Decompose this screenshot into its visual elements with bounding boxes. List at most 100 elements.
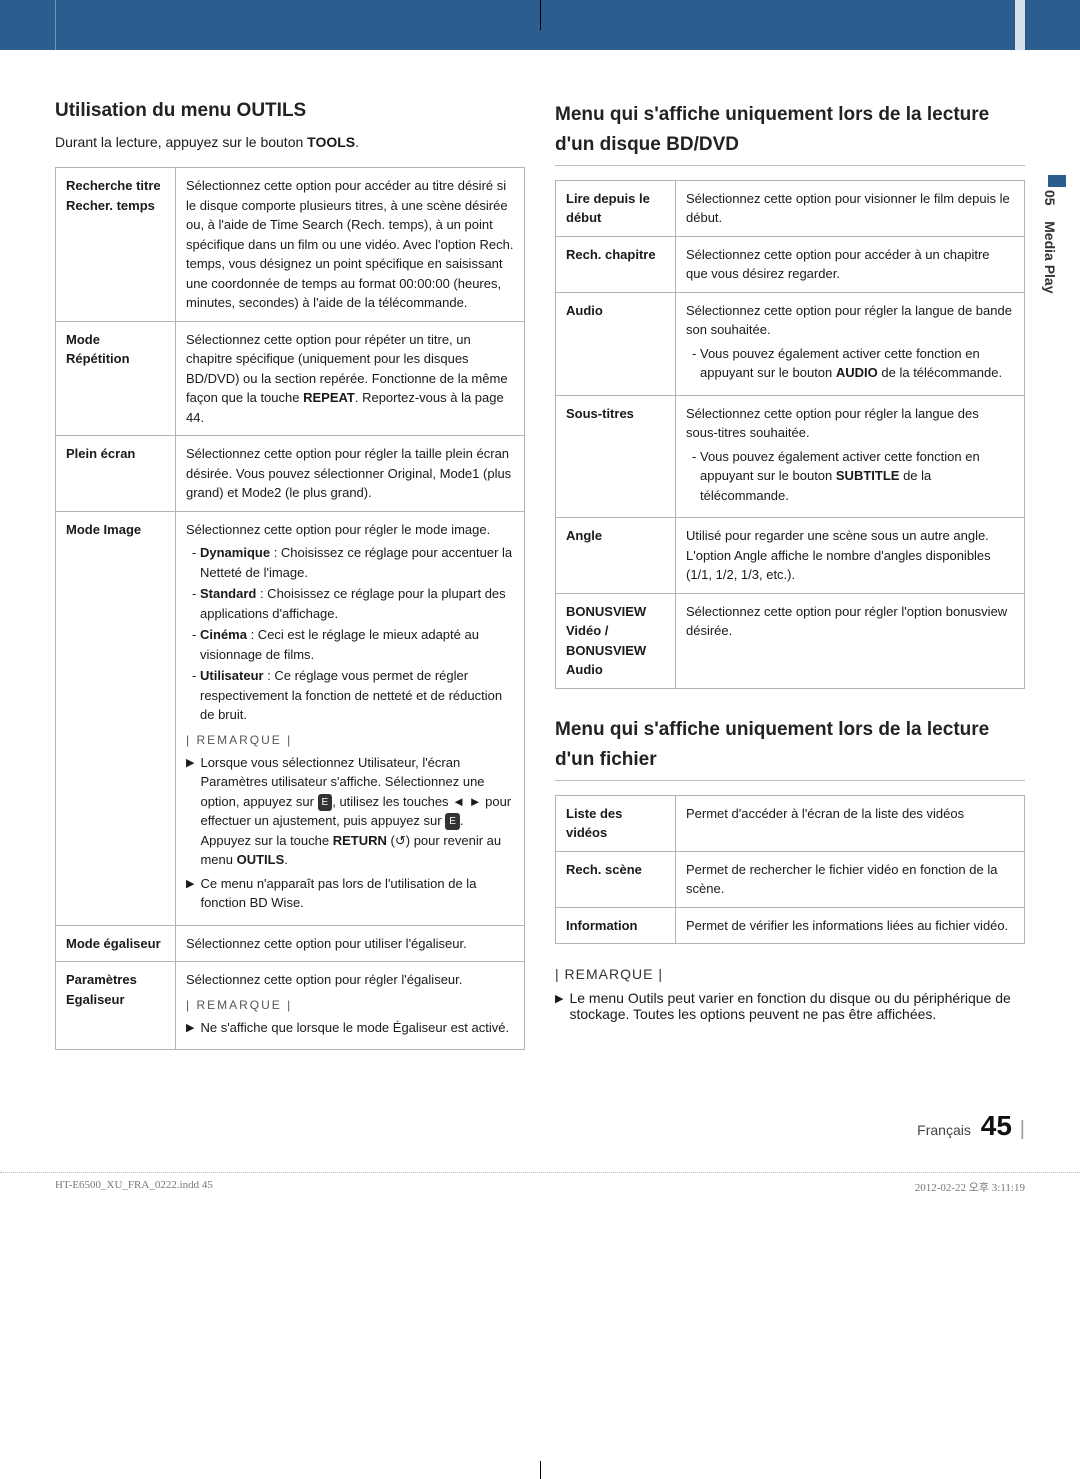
- list-item: Dynamique : Choisissez ce réglage pour a…: [200, 543, 514, 582]
- row-label: BONUSVIEW Vidéo / BONUSVIEW Audio: [556, 593, 676, 688]
- row-label: Plein écran: [56, 436, 176, 512]
- crop-mark-icon: [540, 0, 541, 30]
- imprint-file: HT-E6500_XU_FRA_0222.indd 45: [55, 1179, 213, 1195]
- list-item: Cinéma : Ceci est le réglage le mieux ad…: [200, 625, 514, 664]
- row-label: Mode Répétition: [56, 321, 176, 436]
- note-item: ▶ Lorsque vous sélectionnez Utilisateur,…: [186, 753, 514, 870]
- bullet-icon: ▶: [186, 876, 194, 913]
- row-label: Sous-titres: [556, 395, 676, 518]
- option-list: Dynamique : Choisissez ce réglage pour a…: [186, 543, 514, 725]
- table-row: Paramètres Egaliseur Sélectionnez cette …: [56, 962, 525, 1050]
- table-row: Information Permet de vérifier les infor…: [556, 907, 1025, 944]
- note-item: ▶ Ne s'affiche que lorsque le mode Égali…: [186, 1018, 514, 1038]
- text: Durant la lecture, appuyez sur le bouton: [55, 134, 307, 150]
- text: Sélectionnez cette option pour régler le…: [186, 520, 514, 540]
- table-row: Liste des vidéos Permet d'accéder à l'éc…: [556, 795, 1025, 851]
- row-label: Paramètres Egaliseur: [56, 962, 176, 1050]
- remark-label: | REMARQUE |: [555, 966, 1025, 982]
- table-row: Angle Utilisé pour regarder une scène so…: [556, 518, 1025, 594]
- row-desc: Permet d'accéder à l'écran de la liste d…: [676, 795, 1025, 851]
- text-bold: REPEAT: [303, 390, 355, 405]
- table-row: Sous-titres Sélectionnez cette option po…: [556, 395, 1025, 518]
- table-row: Mode Image Sélectionnez cette option pou…: [56, 511, 525, 925]
- header-fill: [95, 0, 1015, 50]
- text: de la télécommande.: [878, 365, 1002, 380]
- table-row: Mode Répétition Sélectionnez cette optio…: [56, 321, 525, 436]
- footer-bar: |: [1020, 1118, 1025, 1140]
- side-tab: 05 Media Play: [1042, 190, 1058, 294]
- left-intro: Durant la lecture, appuyez sur le bouton…: [55, 132, 525, 153]
- row-desc: Sélectionnez cette option pour utiliser …: [176, 925, 525, 962]
- list-item: Standard : Choisissez ce réglage pour la…: [200, 584, 514, 623]
- right-table-1: Lire depuis le début Sélectionnez cette …: [555, 180, 1025, 689]
- row-desc: Sélectionnez cette option pour régler l'…: [176, 962, 525, 1050]
- row-label: Audio: [556, 292, 676, 395]
- text: Sélectionnez cette option pour régler l'…: [186, 970, 514, 990]
- row-desc: Sélectionnez cette option pour régler la…: [676, 395, 1025, 518]
- row-desc: Permet de rechercher le fichier vidéo en…: [676, 851, 1025, 907]
- list-item: Utilisateur : Ce réglage vous permet de …: [200, 666, 514, 725]
- row-desc: Sélectionnez cette option pour répéter u…: [176, 321, 525, 436]
- text-bold: Standard: [200, 586, 256, 601]
- note-text: Lorsque vous sélectionnez Utilisateur, l…: [200, 753, 514, 870]
- text: .: [355, 134, 359, 150]
- bullet-icon: ▶: [186, 755, 194, 870]
- text: Utilisé pour regarder une scène sous un …: [686, 526, 1014, 546]
- note-label: | REMARQUE |: [186, 996, 514, 1014]
- footer-page: 45: [981, 1110, 1012, 1141]
- text: (: [387, 833, 395, 848]
- row-label: Mode égaliseur: [56, 925, 176, 962]
- bullet-icon: ▶: [186, 1020, 194, 1038]
- text-bold: SUBTITLE: [836, 468, 900, 483]
- table-row: Recherche titre Recher. temps Sélectionn…: [56, 168, 525, 322]
- list-item: Vous pouvez également activer cette fonc…: [700, 344, 1014, 383]
- text-bold: Dynamique: [200, 545, 270, 560]
- table-row: BONUSVIEW Vidéo / BONUSVIEW Audio Sélect…: [556, 593, 1025, 688]
- row-label: Mode Image: [56, 511, 176, 925]
- text: Sélectionnez cette option pour régler la…: [686, 404, 1014, 443]
- text-bold: AUDIO: [836, 365, 878, 380]
- table-row: Rech. scène Permet de rechercher le fich…: [556, 851, 1025, 907]
- enter-icon: E: [318, 794, 333, 811]
- row-label: Recherche titre Recher. temps: [56, 168, 176, 322]
- text-bold: OUTILS: [237, 852, 285, 867]
- header-tick: [55, 0, 95, 50]
- row-label: Rech. chapitre: [556, 236, 676, 292]
- row-desc: Sélectionnez cette option pour visionner…: [676, 180, 1025, 236]
- row-label: Angle: [556, 518, 676, 594]
- enter-icon: E: [445, 813, 460, 830]
- table-row: Audio Sélectionnez cette option pour rég…: [556, 292, 1025, 395]
- row-desc: Sélectionnez cette option pour régler la…: [176, 436, 525, 512]
- side-chapter-number: 05: [1042, 190, 1058, 206]
- table-row: Rech. chapitre Sélectionnez cette option…: [556, 236, 1025, 292]
- imprint-date: 2012-02-22 오후 3:11:19: [915, 1179, 1025, 1195]
- right-section2-title: Menu qui s'affiche uniquement lors de la…: [555, 715, 1025, 781]
- row-desc: Sélectionnez cette option pour régler la…: [676, 292, 1025, 395]
- note-item: ▶ Ce menu n'apparaît pas lors de l'utili…: [186, 874, 514, 913]
- bullet-list: Vous pouvez également activer cette fonc…: [686, 344, 1014, 383]
- header-edge: [1015, 0, 1025, 50]
- text: Sélectionnez cette option pour régler la…: [686, 301, 1014, 340]
- side-chapter-block: [1048, 175, 1066, 187]
- page-footer: Français 45 |: [0, 1090, 1080, 1172]
- left-table: Recherche titre Recher. temps Sélectionn…: [55, 167, 525, 1050]
- remark-item: ▶ Le menu Outils peut varier en fonction…: [555, 990, 1025, 1022]
- text-bold: Utilisateur: [200, 668, 264, 683]
- row-desc: Sélectionnez cette option pour régler le…: [176, 511, 525, 925]
- row-label: Lire depuis le début: [556, 180, 676, 236]
- left-column: Utilisation du menu OUTILS Durant la lec…: [55, 80, 525, 1050]
- row-label: Rech. scène: [556, 851, 676, 907]
- row-desc: Permet de vérifier les informations liée…: [676, 907, 1025, 944]
- table-row: Mode égaliseur Sélectionnez cette option…: [56, 925, 525, 962]
- bullet-list: Vous pouvez également activer cette fonc…: [686, 447, 1014, 506]
- side-chapter-label: Media Play: [1042, 221, 1058, 293]
- note-label: | REMARQUE |: [186, 731, 514, 749]
- table-row: Plein écran Sélectionnez cette option po…: [56, 436, 525, 512]
- row-desc: Sélectionnez cette option pour accéder à…: [676, 236, 1025, 292]
- right-column: Menu qui s'affiche uniquement lors de la…: [555, 80, 1025, 1050]
- imprint-row: HT-E6500_XU_FRA_0222.indd 45 2012-02-22 …: [0, 1172, 1080, 1211]
- note-text: Ce menu n'apparaît pas lors de l'utilisa…: [200, 874, 514, 913]
- row-label: Information: [556, 907, 676, 944]
- right-table-2: Liste des vidéos Permet d'accéder à l'éc…: [555, 795, 1025, 945]
- row-desc: Sélectionnez cette option pour accéder a…: [176, 168, 525, 322]
